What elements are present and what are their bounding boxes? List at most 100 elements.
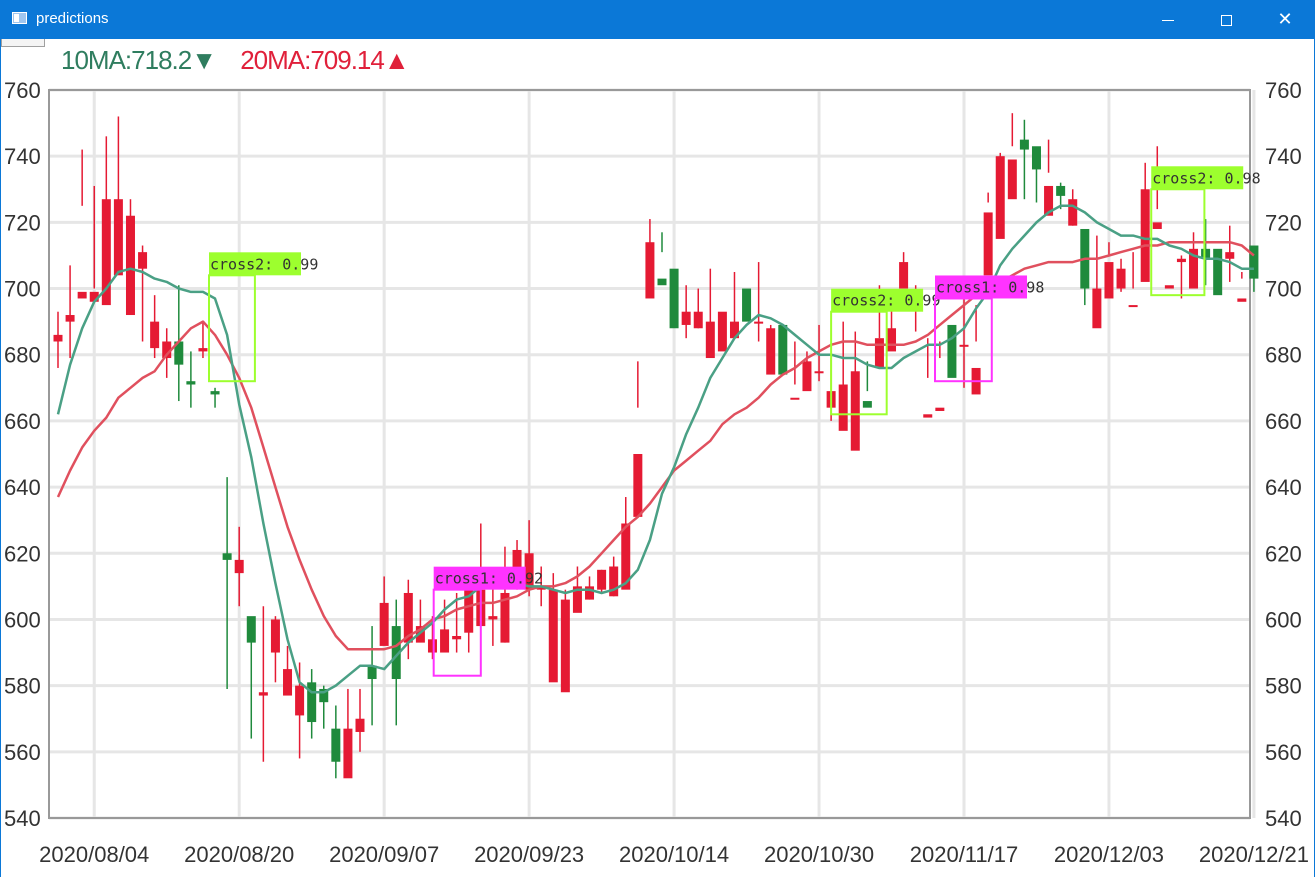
candle <box>210 387 220 408</box>
candle-body <box>500 592 510 643</box>
y-tick-label-right: 540 <box>1265 806 1302 831</box>
candle-body <box>415 626 425 643</box>
detection-label-bg <box>433 566 526 590</box>
maximize-icon <box>1220 14 1232 26</box>
candle-body <box>331 728 341 762</box>
candle-body <box>464 589 474 633</box>
candle <box>198 321 208 359</box>
candle-body <box>367 665 377 680</box>
candle <box>246 616 256 739</box>
candle-body <box>113 199 123 276</box>
candle <box>1189 232 1199 289</box>
tab-stub <box>1 39 45 47</box>
candle-body <box>1140 189 1150 282</box>
candle-body <box>283 669 293 696</box>
detection-label: cross2: 0.99 <box>832 292 940 310</box>
candle-body <box>53 334 63 342</box>
candle <box>1080 228 1090 306</box>
candle-body <box>560 599 570 693</box>
candle <box>742 288 752 322</box>
y-tick-label-right: 620 <box>1265 541 1302 566</box>
detection-box: cross2: 0.99 <box>830 288 940 416</box>
y-tick-label-left: 600 <box>4 607 41 632</box>
y-tick-label-right: 640 <box>1265 475 1302 500</box>
detection-label: cross1: 0.92 <box>435 570 543 588</box>
candle <box>899 252 909 289</box>
plot-frame <box>48 89 1251 819</box>
candle <box>657 232 667 286</box>
candle-body <box>89 291 99 302</box>
candle <box>548 573 558 683</box>
candle-body <box>1068 199 1078 226</box>
x-tick-label: 2020/10/14 <box>619 842 729 867</box>
candle <box>283 645 293 696</box>
candle-body <box>609 566 619 597</box>
close-button[interactable]: ✕ <box>1256 0 1314 39</box>
candle <box>597 569 607 593</box>
candle <box>1007 113 1017 200</box>
candle-body <box>778 324 788 375</box>
candle-body <box>935 407 945 411</box>
candle <box>669 268 679 329</box>
candle <box>790 341 800 400</box>
candle <box>113 116 123 276</box>
candle-body <box>162 341 172 359</box>
candle <box>367 626 377 726</box>
x-tick-label: 2020/08/20 <box>184 842 294 867</box>
candle <box>572 566 582 613</box>
candle-body <box>572 586 582 613</box>
candle-body <box>234 559 244 574</box>
candle-body <box>729 321 739 339</box>
candle-body <box>270 619 280 653</box>
candle-body <box>838 384 848 431</box>
candle <box>754 262 764 342</box>
candle-body <box>705 321 715 359</box>
candle-body <box>343 728 353 779</box>
detection-label: cross2: 0.98 <box>1152 169 1260 187</box>
maximize-button[interactable] <box>1197 0 1255 39</box>
candle <box>621 497 631 590</box>
candle <box>391 599 401 726</box>
candle <box>125 199 135 316</box>
candle-body <box>1201 248 1211 259</box>
candle-body <box>887 328 897 352</box>
detection-label: cross2: 0.99 <box>210 255 318 273</box>
candle-body <box>633 454 643 517</box>
candle <box>585 576 595 600</box>
candle-body <box>1189 248 1199 289</box>
candle <box>89 185 99 302</box>
candle <box>947 324 957 378</box>
candle <box>234 526 244 607</box>
candle <box>222 477 232 689</box>
candle-body <box>693 311 703 329</box>
candle <box>1092 235 1102 329</box>
y-tick-label-left: 760 <box>4 78 41 103</box>
candle <box>524 520 534 597</box>
candle <box>560 589 570 693</box>
candle <box>258 606 268 762</box>
candle <box>1104 242 1114 299</box>
y-tick-label-right: 660 <box>1265 409 1302 434</box>
candle-body <box>548 589 558 683</box>
y-tick-label-left: 560 <box>4 740 41 765</box>
candle-body <box>669 268 679 329</box>
candle <box>1201 219 1211 286</box>
detection-label-bg <box>831 288 924 312</box>
candle-body <box>77 291 87 299</box>
candle-body <box>850 371 860 451</box>
candle-body <box>1152 222 1162 229</box>
y-tick-label-right: 740 <box>1265 144 1302 169</box>
candle <box>717 311 727 352</box>
x-tick-label: 2020/12/03 <box>1054 842 1164 867</box>
minimize-button[interactable] <box>1139 0 1197 39</box>
candle-body <box>645 242 655 299</box>
y-tick-label-right: 580 <box>1265 674 1302 699</box>
candle-body <box>1044 185 1054 216</box>
candle-body <box>186 381 196 385</box>
candle-body <box>802 361 812 392</box>
candle <box>403 579 413 660</box>
candle <box>862 361 872 408</box>
candle <box>1044 139 1054 216</box>
candle-body <box>717 311 727 352</box>
candle-body <box>959 344 969 347</box>
